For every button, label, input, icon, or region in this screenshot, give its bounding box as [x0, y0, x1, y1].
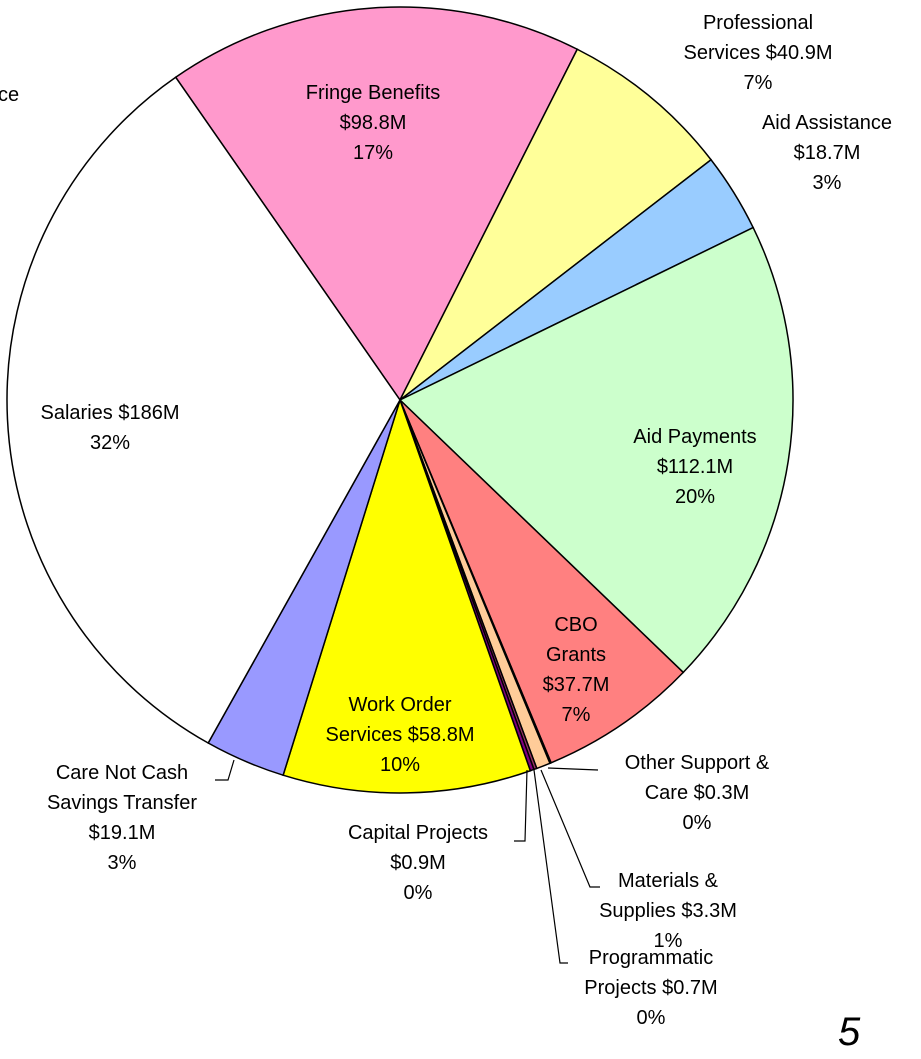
leader-line	[533, 769, 568, 964]
leader-line	[547, 767, 599, 771]
percent-label: 20%	[674, 486, 716, 508]
slice-label: CBO Grants $37.7M 7%	[539, 610, 614, 730]
category-name: Programmatic Projects	[584, 947, 714, 999]
category-name: Professional Services	[683, 12, 814, 64]
pie-slice	[282, 397, 532, 794]
slice-label: Fringe Benefits $98.8M 17%	[293, 78, 453, 168]
slice-label: Capital Projects $0.9M 0%	[338, 818, 498, 908]
percent-label: 32%	[89, 432, 131, 454]
value-label: $112.1M	[656, 456, 734, 478]
slice-label: Salaries $186M 32%	[0, 398, 220, 458]
slice-label: Aid Payments $112.1M 20%	[630, 422, 760, 512]
category-name: CBO Grants	[545, 614, 607, 666]
category-name: Care Not Cash Savings Transfer	[46, 762, 198, 814]
leader-line	[215, 759, 235, 781]
percent-label: 0%	[403, 882, 433, 904]
percent-label: 10%	[379, 754, 421, 776]
value-label: $19.1M	[88, 822, 156, 844]
value-label: $0.7M	[662, 977, 718, 999]
percent-label: 0%	[636, 1007, 666, 1029]
percent-label: 7%	[561, 704, 591, 726]
category-name: Other Support & Care	[624, 752, 770, 804]
pie-slice	[174, 6, 579, 402]
value-label: $40.9M	[765, 42, 833, 64]
category-name: Fringe Benefits	[305, 82, 441, 104]
pie-slice	[6, 76, 401, 745]
pie-slice	[399, 48, 713, 401]
category-name: Capital Projects	[347, 822, 489, 844]
slice-label: Programmatic Projects $0.7M 0%	[576, 943, 726, 1033]
category-name: Salaries	[40, 402, 113, 424]
slice-label: Professional Services $40.9M 7%	[673, 8, 843, 98]
percent-label: 0%	[682, 812, 712, 834]
slice-label: Work Order Services $58.8M 10%	[320, 690, 480, 780]
value-label: $18.7M	[793, 142, 861, 164]
percent-label: 1%	[653, 930, 683, 952]
value-label: $37.7M	[542, 674, 610, 696]
slice-label: Materials & Supplies $3.3M 1%	[593, 866, 743, 956]
value-label: $0.3M	[693, 782, 750, 804]
category-name: Aid Assistance	[761, 112, 893, 134]
slice-label: Aid Assistance $18.7M 3%	[752, 108, 902, 198]
percent-label: 7%	[743, 72, 773, 94]
value-label: $3.3M	[681, 900, 737, 922]
leader-line	[514, 769, 528, 842]
percent-label: 17%	[352, 142, 394, 164]
leader-line	[540, 769, 600, 888]
pie-slice	[398, 226, 794, 674]
slice-label: Care Not Cash Savings Transfer $19.1M 3%	[37, 758, 207, 878]
page-number: 5	[838, 1010, 861, 1054]
value-label: $0.9M	[390, 852, 446, 874]
slice-label: Other Support & Care $0.3M 0%	[612, 748, 782, 838]
annotation: ce	[0, 84, 20, 106]
value-label: $58.8M	[407, 724, 475, 746]
percent-label: 3%	[107, 852, 137, 874]
value-label: $186M	[118, 402, 180, 424]
category-name: Aid Payments	[633, 426, 757, 448]
percent-label: 3%	[812, 172, 842, 194]
category-name: Materials & Supplies	[599, 870, 719, 922]
category-name: Work Order Services	[325, 694, 452, 746]
value-label: $98.8M	[339, 112, 407, 134]
pie-slice	[399, 399, 685, 764]
